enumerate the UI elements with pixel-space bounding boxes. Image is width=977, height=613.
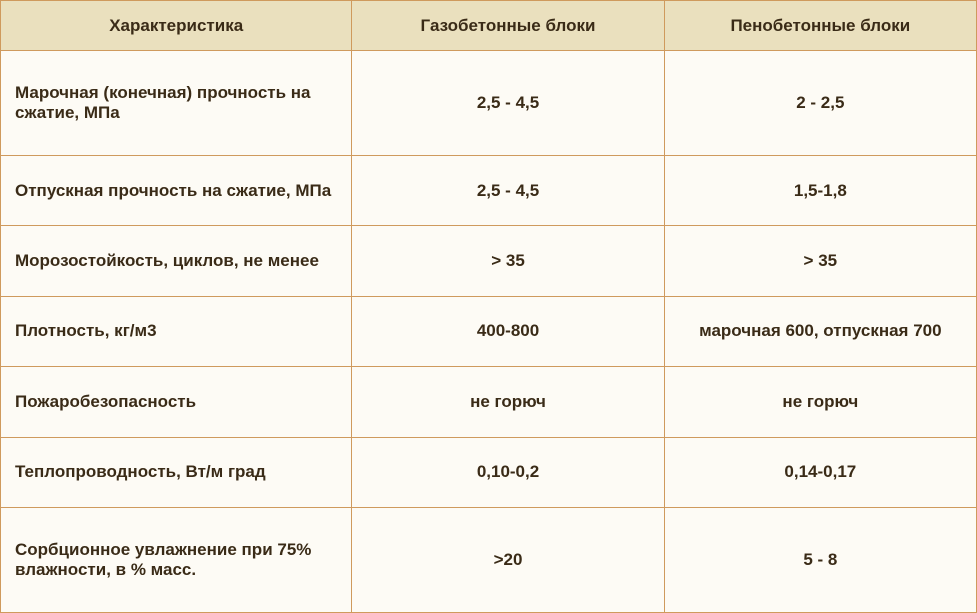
table-row: Теплопроводность, Вт/м град 0,10-0,2 0,1… — [1, 437, 977, 507]
row-value-col2: не горюч — [664, 367, 976, 437]
row-value-col2: 0,14-0,17 — [664, 437, 976, 507]
row-value-col1: 0,10-0,2 — [352, 437, 664, 507]
table-row: Отпускная прочность на сжатие, МПа 2,5 -… — [1, 155, 977, 225]
row-value-col1: не горюч — [352, 367, 664, 437]
row-value-col1: 2,5 - 4,5 — [352, 51, 664, 156]
row-value-col1: >20 — [352, 508, 664, 613]
table-row: Сорбционное увлажнение при 75% влажности… — [1, 508, 977, 613]
table-row: Морозостойкость, циклов, не менее > 35 >… — [1, 226, 977, 296]
row-label: Отпускная прочность на сжатие, МПа — [1, 155, 352, 225]
header-cell-foam-concrete: Пенобетонные блоки — [664, 1, 976, 51]
table-row: Пожаробезопасность не горюч не горюч — [1, 367, 977, 437]
row-value-col2: 1,5-1,8 — [664, 155, 976, 225]
table-row: Плотность, кг/м3 400-800 марочная 600, о… — [1, 296, 977, 366]
row-value-col1: > 35 — [352, 226, 664, 296]
row-value-col2: марочная 600, отпускная 700 — [664, 296, 976, 366]
comparison-table: Характеристика Газобетонные блоки Пенобе… — [0, 0, 977, 613]
table-row: Марочная (конечная) прочность на сжатие,… — [1, 51, 977, 156]
row-value-col1: 400-800 — [352, 296, 664, 366]
header-cell-characteristic: Характеристика — [1, 1, 352, 51]
row-label: Морозостойкость, циклов, не менее — [1, 226, 352, 296]
header-row: Характеристика Газобетонные блоки Пенобе… — [1, 1, 977, 51]
row-value-col2: 5 - 8 — [664, 508, 976, 613]
row-label: Марочная (конечная) прочность на сжатие,… — [1, 51, 352, 156]
row-label: Плотность, кг/м3 — [1, 296, 352, 366]
row-value-col1: 2,5 - 4,5 — [352, 155, 664, 225]
row-value-col2: > 35 — [664, 226, 976, 296]
row-label: Пожаробезопасность — [1, 367, 352, 437]
table-body: Марочная (конечная) прочность на сжатие,… — [1, 51, 977, 613]
header-cell-gas-concrete: Газобетонные блоки — [352, 1, 664, 51]
table-container: Характеристика Газобетонные блоки Пенобе… — [0, 0, 977, 613]
row-label: Теплопроводность, Вт/м град — [1, 437, 352, 507]
row-value-col2: 2 - 2,5 — [664, 51, 976, 156]
row-label: Сорбционное увлажнение при 75% влажности… — [1, 508, 352, 613]
